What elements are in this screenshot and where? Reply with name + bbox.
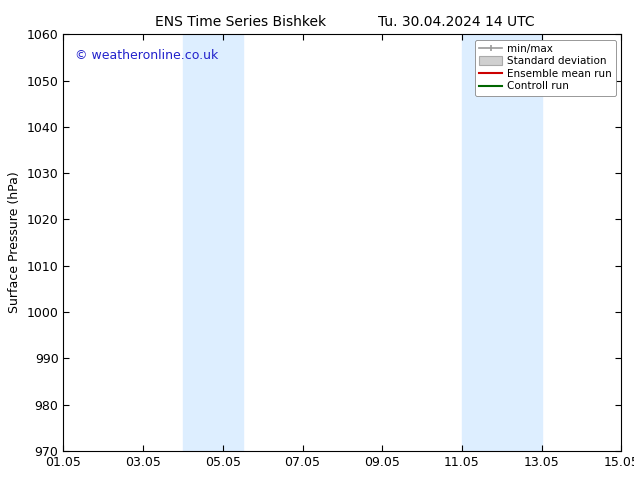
Text: ENS Time Series Bishkek: ENS Time Series Bishkek (155, 15, 327, 29)
Text: Tu. 30.04.2024 14 UTC: Tu. 30.04.2024 14 UTC (378, 15, 535, 29)
Y-axis label: Surface Pressure (hPa): Surface Pressure (hPa) (8, 172, 21, 314)
Bar (183, 34, 243, 451)
Text: © weatheronline.co.uk: © weatheronline.co.uk (75, 49, 218, 62)
Bar (462, 34, 541, 451)
Legend: min/max, Standard deviation, Ensemble mean run, Controll run: min/max, Standard deviation, Ensemble me… (475, 40, 616, 96)
